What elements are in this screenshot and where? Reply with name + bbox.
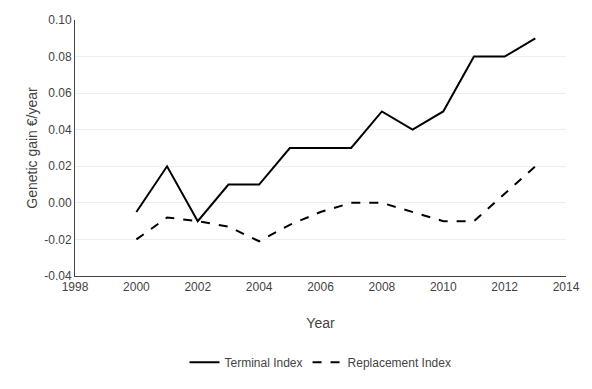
svg-text:0.02: 0.02 [48,159,72,173]
svg-text:2010: 2010 [430,280,457,294]
svg-text:Terminal Index: Terminal Index [225,356,303,370]
svg-text:-0.04: -0.04 [44,269,72,283]
svg-text:0.00: 0.00 [48,196,72,210]
svg-text:0.06: 0.06 [48,86,72,100]
svg-text:Genetic gain €/year: Genetic gain €/year [24,87,40,209]
svg-text:0.10: 0.10 [48,13,72,27]
svg-text:Replacement Index: Replacement Index [348,356,451,370]
svg-text:2006: 2006 [307,280,334,294]
svg-text:-0.02: -0.02 [44,233,72,247]
svg-text:2000: 2000 [123,280,150,294]
svg-text:0.04: 0.04 [48,123,72,137]
svg-text:1998: 1998 [62,280,89,294]
svg-text:2012: 2012 [491,280,518,294]
svg-text:2008: 2008 [369,280,396,294]
svg-text:Year: Year [306,315,335,331]
svg-text:2002: 2002 [184,280,211,294]
svg-text:2004: 2004 [246,280,273,294]
svg-text:2014: 2014 [553,280,580,294]
svg-text:0.08: 0.08 [48,50,72,64]
